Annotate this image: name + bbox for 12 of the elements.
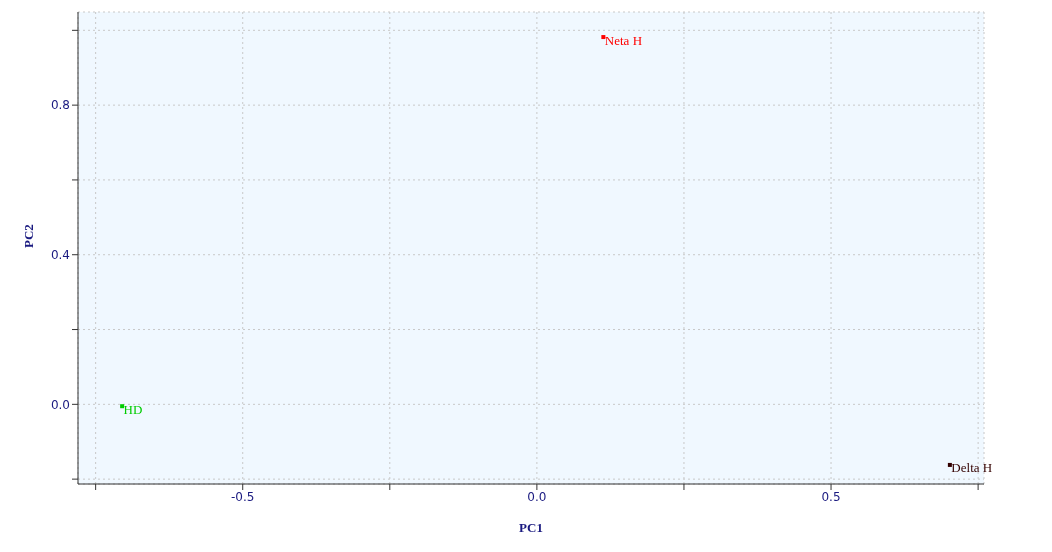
x-tick-label: -0.5 [231,489,255,504]
series-label: Delta H [951,460,993,476]
y-tick-label: 0.8 [50,98,70,113]
x-tick-label: 0.5 [821,489,841,504]
y-tick-label: 0.0 [50,397,70,412]
y-tick-label: 0.4 [50,247,70,262]
point [947,462,952,467]
series-label: Neta H [604,32,643,48]
x-tick-label: 0.0 [527,489,547,504]
x-axis-title: PC1 [519,520,543,535]
y-axis-title: PC2 [20,224,36,248]
series-label: HD [123,401,143,417]
